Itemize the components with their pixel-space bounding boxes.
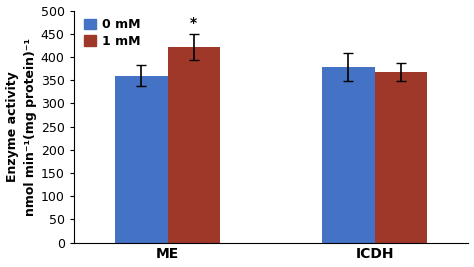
Bar	[322, 67, 374, 243]
Legend: 0 mM, 1 mM: 0 mM, 1 mM	[80, 14, 145, 52]
Bar	[115, 76, 168, 243]
Y-axis label: Enzyme activity
nmol min⁻¹(mg protein)⁻¹: Enzyme activity nmol min⁻¹(mg protein)⁻¹	[6, 38, 36, 215]
Bar	[168, 47, 220, 243]
Bar	[374, 72, 427, 243]
Text: *: *	[190, 16, 197, 30]
